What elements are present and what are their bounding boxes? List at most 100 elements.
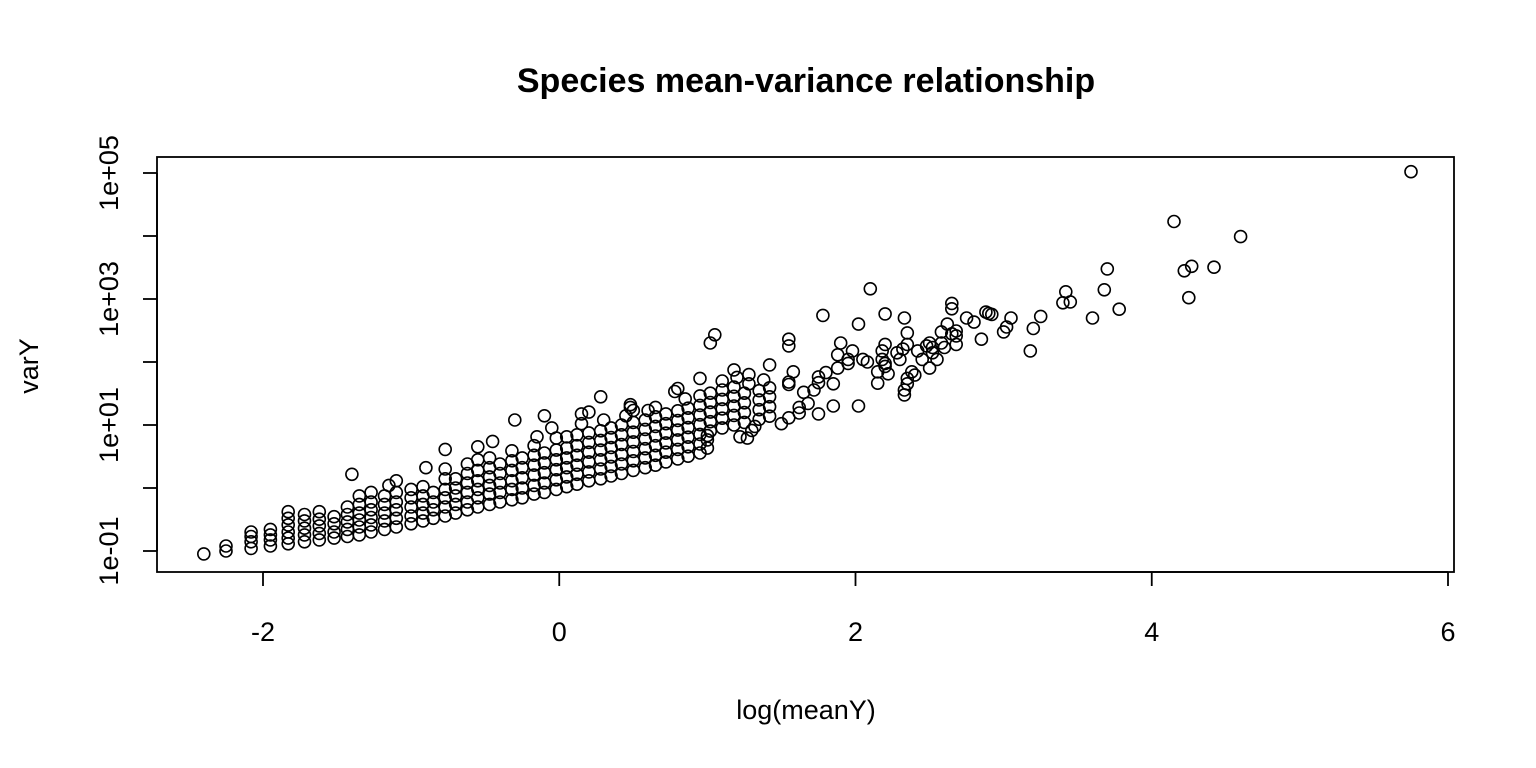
data-point <box>537 408 552 423</box>
data-point <box>389 473 404 488</box>
data-point <box>762 380 777 395</box>
data-points <box>197 164 1418 561</box>
data-point <box>826 399 841 413</box>
x-tick-label: 6 <box>1440 617 1455 647</box>
data-point <box>959 311 974 325</box>
data-point <box>900 376 915 391</box>
data-point <box>744 423 759 438</box>
data-point <box>470 473 485 488</box>
data-point <box>693 371 707 386</box>
data-point <box>574 416 589 431</box>
x-axis-label: log(meanY) <box>736 695 876 725</box>
data-point <box>549 482 564 497</box>
data-point <box>762 399 777 414</box>
data-point <box>792 400 807 415</box>
x-tick-label: 0 <box>552 617 567 647</box>
data-point <box>219 539 233 553</box>
data-point <box>448 481 463 495</box>
data-point <box>863 281 878 296</box>
data-point <box>727 363 741 377</box>
data-point <box>505 453 519 468</box>
data-point <box>364 495 378 509</box>
data-point <box>670 452 685 466</box>
y-tick-label: 1e-01 <box>94 516 124 585</box>
data-point <box>559 429 574 444</box>
data-point <box>327 516 341 531</box>
data-point <box>807 383 821 397</box>
data-point <box>593 389 608 404</box>
data-point <box>900 326 915 340</box>
data-point <box>448 471 463 486</box>
data-point <box>527 487 541 501</box>
data-point <box>1177 263 1192 278</box>
data-point <box>878 337 892 352</box>
data-point <box>1112 302 1126 317</box>
data-point <box>527 458 541 473</box>
data-point <box>549 462 564 477</box>
data-point <box>505 482 519 497</box>
data-point <box>841 356 855 371</box>
data-point <box>544 421 559 435</box>
data-point <box>670 423 685 437</box>
data-point <box>438 500 453 514</box>
data-point <box>244 534 258 549</box>
data-point <box>915 352 930 367</box>
data-point <box>482 497 497 512</box>
data-point <box>426 495 441 509</box>
data-point <box>364 510 378 525</box>
data-point <box>693 437 707 451</box>
data-point <box>737 405 752 420</box>
data-point <box>352 489 367 503</box>
data-point <box>811 375 826 390</box>
data-point <box>944 296 959 311</box>
data-point <box>762 389 777 404</box>
data-point <box>944 301 959 316</box>
data-point <box>1097 282 1112 297</box>
data-point <box>974 332 989 347</box>
data-point <box>870 376 885 391</box>
data-point <box>527 448 541 463</box>
data-point <box>841 352 855 367</box>
data-point <box>875 352 890 367</box>
data-point <box>693 389 707 403</box>
data-point <box>670 433 685 447</box>
data-point <box>742 376 756 391</box>
data-point <box>263 528 278 542</box>
data-point <box>648 400 663 415</box>
data-point <box>700 433 715 447</box>
data-point <box>382 478 396 493</box>
data-point <box>281 511 296 526</box>
data-point <box>604 450 618 464</box>
data-point <box>593 462 608 476</box>
data-point <box>1100 262 1115 276</box>
data-point <box>845 344 860 358</box>
data-point <box>596 413 611 427</box>
data-point <box>811 407 826 421</box>
data-point <box>197 547 211 561</box>
data-point <box>327 525 341 539</box>
data-point <box>340 500 355 514</box>
x-tick-label: 2 <box>848 617 863 647</box>
data-point <box>737 415 752 430</box>
data-point <box>438 482 453 497</box>
data-point <box>593 443 608 457</box>
data-point <box>904 364 919 379</box>
x-tick-label: -2 <box>251 617 275 647</box>
data-point <box>670 442 685 457</box>
data-point <box>297 534 312 549</box>
data-point <box>896 342 910 356</box>
data-point <box>922 361 937 375</box>
data-point <box>693 446 707 460</box>
data-point <box>878 356 892 371</box>
data-point <box>638 460 653 475</box>
data-point <box>756 373 771 387</box>
data-point <box>389 511 404 526</box>
data-point <box>582 405 596 419</box>
data-point <box>856 352 870 367</box>
data-point <box>352 520 367 534</box>
data-point <box>851 317 866 331</box>
data-point <box>312 504 327 519</box>
data-point <box>364 525 378 539</box>
y-axis-label: varY <box>14 338 44 394</box>
data-point <box>505 463 519 478</box>
